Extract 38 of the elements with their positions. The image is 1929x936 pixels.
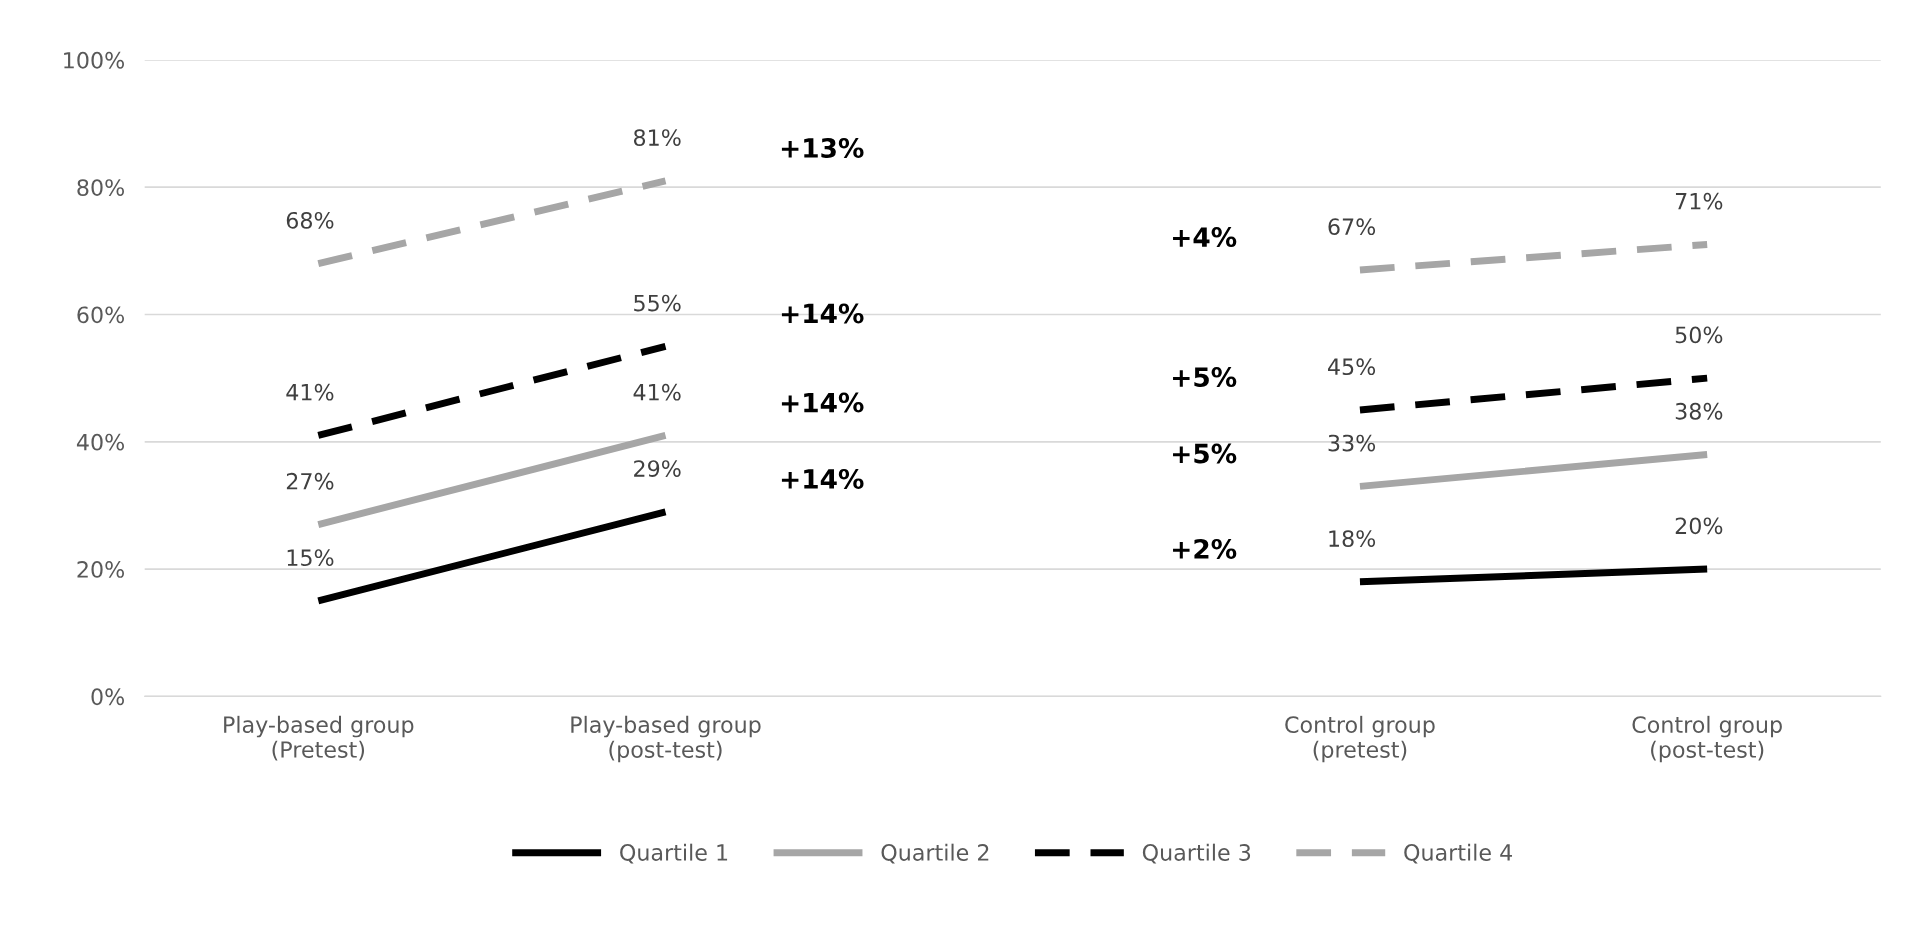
annotation: +5% [1173, 367, 1237, 388]
data-label: 33% [1328, 434, 1376, 452]
annotation: +4% [1173, 227, 1237, 248]
data-label: 81% [633, 129, 681, 146]
data-label: 38% [1675, 402, 1723, 420]
y-tick-label: 80% [77, 179, 124, 196]
data-label: 45% [1328, 358, 1376, 376]
data-label: 18% [1329, 530, 1376, 547]
legend-label: Quartile 3 [1142, 843, 1251, 864]
data-label: 20% [1675, 517, 1723, 535]
annotation: +14% [781, 303, 864, 324]
x-tick-label: Play-based group (Pretest) [224, 715, 414, 761]
legend-label: Quartile 4 [1404, 843, 1513, 864]
data-label: 67% [1328, 218, 1376, 236]
annotation: +5% [1173, 443, 1237, 464]
annotation: +13% [781, 137, 864, 158]
data-label: 27% [286, 472, 334, 490]
data-label: 68% [286, 211, 334, 229]
annotation: +14% [781, 392, 864, 413]
y-tick-label: 60% [77, 306, 124, 324]
y-tick-label: 0% [91, 688, 124, 706]
x-tick-label: Control group (post-test) [1632, 715, 1782, 763]
data-label: 15% [287, 549, 334, 567]
data-label: 29% [634, 460, 681, 477]
annotation: +14% [781, 468, 864, 489]
data-label: 55% [634, 294, 681, 312]
data-label: 41% [286, 383, 334, 401]
x-tick-label: Control group (pretest) [1285, 715, 1435, 763]
x-tick-label: Play-based group (post-test) [571, 715, 761, 763]
annotation: +2% [1173, 538, 1237, 559]
legend-label: Quartile 1 [620, 843, 728, 864]
data-label: 50% [1675, 326, 1723, 344]
y-tick-label: 20% [77, 561, 124, 578]
y-tick-label: 100% [64, 51, 124, 69]
y-tick-label: 40% [76, 433, 124, 451]
legend-label: Quartile 2 [881, 843, 989, 864]
data-label: 41% [633, 383, 681, 401]
data-label: 71% [1675, 192, 1723, 210]
